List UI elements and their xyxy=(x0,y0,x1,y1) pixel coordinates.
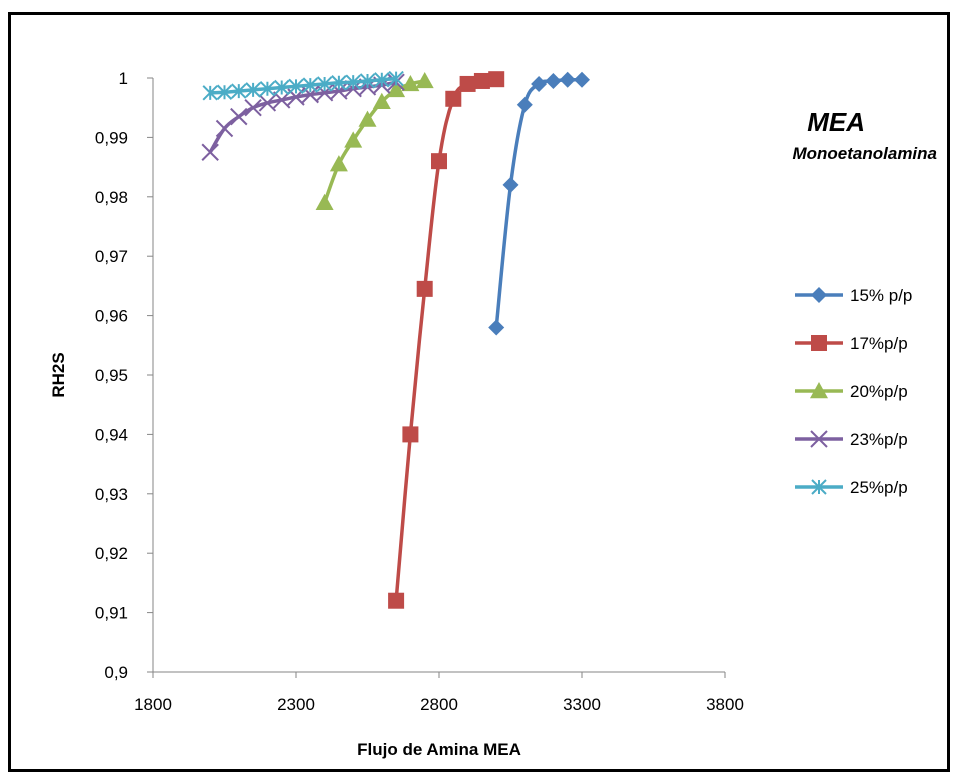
annotation-subtitle: Monoetanolamina xyxy=(792,144,937,163)
series-line xyxy=(494,77,583,328)
data-point xyxy=(574,71,590,88)
data-point xyxy=(388,70,404,87)
y-tick-label: 0,91 xyxy=(95,604,128,623)
data-point xyxy=(473,72,490,89)
data-point xyxy=(215,119,234,138)
legend: 15% p/p 17%p/p 20%p/p 23%p/p 25%p/p xyxy=(795,286,912,497)
legend-marker xyxy=(810,382,828,399)
data-point xyxy=(401,74,420,92)
legend-item: 23%p/p xyxy=(795,430,908,449)
data-point xyxy=(388,592,405,609)
data-point xyxy=(545,72,562,89)
legend-label: 15% p/p xyxy=(850,286,912,305)
data-point xyxy=(315,193,334,210)
y-tick-label: 0,99 xyxy=(95,128,128,147)
x-axis-title: Flujo de Amina MEA xyxy=(357,740,521,759)
data-point xyxy=(201,143,219,161)
annotation-title: MEA xyxy=(807,107,865,137)
data-point xyxy=(387,80,406,98)
data-point xyxy=(359,73,376,89)
data-point xyxy=(315,84,334,102)
series-5 xyxy=(202,70,404,101)
data-point xyxy=(372,92,391,109)
data-point xyxy=(402,426,419,443)
data-point xyxy=(488,71,505,88)
x-ticks: 1800 2300 2800 3300 3800 xyxy=(134,672,744,714)
y-tick-label: 0,98 xyxy=(95,188,128,207)
data-point xyxy=(459,75,476,92)
legend-marker xyxy=(811,479,827,495)
series-layer xyxy=(201,70,590,609)
x-tick-label: 3300 xyxy=(563,695,601,714)
legend-item: 15% p/p xyxy=(795,286,912,305)
data-point xyxy=(231,83,247,99)
y-tick-label: 1 xyxy=(119,69,128,88)
legend-label: 17%p/p xyxy=(850,334,908,353)
data-point xyxy=(244,98,262,117)
y-tick-label: 0,93 xyxy=(95,485,128,504)
data-point xyxy=(374,72,390,88)
data-point xyxy=(431,153,447,170)
legend-label: 23%p/p xyxy=(850,430,908,449)
y-axis-title: RH2S xyxy=(49,352,68,397)
legend-marker xyxy=(811,287,827,303)
legend-marker xyxy=(810,430,828,448)
data-point xyxy=(329,155,348,172)
y-tick-label: 0,95 xyxy=(95,366,128,385)
data-point xyxy=(288,78,304,95)
x-tick-label: 1800 xyxy=(134,695,172,714)
data-point xyxy=(559,71,576,88)
y-ticks: 0,9 0,91 0,92 0,93 0,94 0,95 0,96 0,97 0,98 0,99 1 xyxy=(95,69,153,682)
data-point xyxy=(344,131,363,148)
data-point xyxy=(245,82,261,98)
series-2 xyxy=(388,71,505,609)
data-point xyxy=(258,94,277,112)
legend-item: 25%p/p xyxy=(795,478,908,497)
legend-item: 17%p/p xyxy=(795,334,908,353)
data-point xyxy=(516,96,533,113)
y-tick-label: 0,92 xyxy=(95,544,128,563)
y-tick-label: 0,97 xyxy=(95,247,128,266)
data-point xyxy=(488,319,505,336)
series-3 xyxy=(315,71,434,210)
legend-item: 20%p/p xyxy=(795,382,908,401)
data-point xyxy=(259,80,276,97)
data-point xyxy=(502,176,519,193)
y-tick-label: 0,94 xyxy=(95,425,128,444)
data-point xyxy=(345,74,361,90)
data-point xyxy=(358,110,377,127)
legend-label: 20%p/p xyxy=(850,382,908,401)
data-point xyxy=(202,85,218,101)
data-point xyxy=(330,82,348,100)
data-point xyxy=(216,84,233,100)
data-point xyxy=(415,71,434,89)
data-point xyxy=(302,77,319,93)
x-tick-label: 3800 xyxy=(706,695,744,714)
x-tick-label: 2800 xyxy=(420,695,458,714)
data-point xyxy=(331,75,347,91)
data-point xyxy=(230,107,248,126)
series-line xyxy=(322,79,426,204)
y-tick-label: 0,9 xyxy=(104,663,128,682)
data-point xyxy=(316,76,333,92)
series-1 xyxy=(488,71,590,336)
data-point xyxy=(445,90,462,107)
legend-label: 25%p/p xyxy=(850,478,908,497)
legend-marker xyxy=(811,335,827,351)
x-tick-label: 2300 xyxy=(277,695,315,714)
data-point xyxy=(531,75,548,92)
y-tick-label: 0,96 xyxy=(95,307,128,326)
data-point xyxy=(416,280,433,297)
series-4 xyxy=(201,73,405,161)
chart-frame xyxy=(8,12,950,772)
data-point xyxy=(273,79,290,96)
data-point xyxy=(272,91,291,109)
